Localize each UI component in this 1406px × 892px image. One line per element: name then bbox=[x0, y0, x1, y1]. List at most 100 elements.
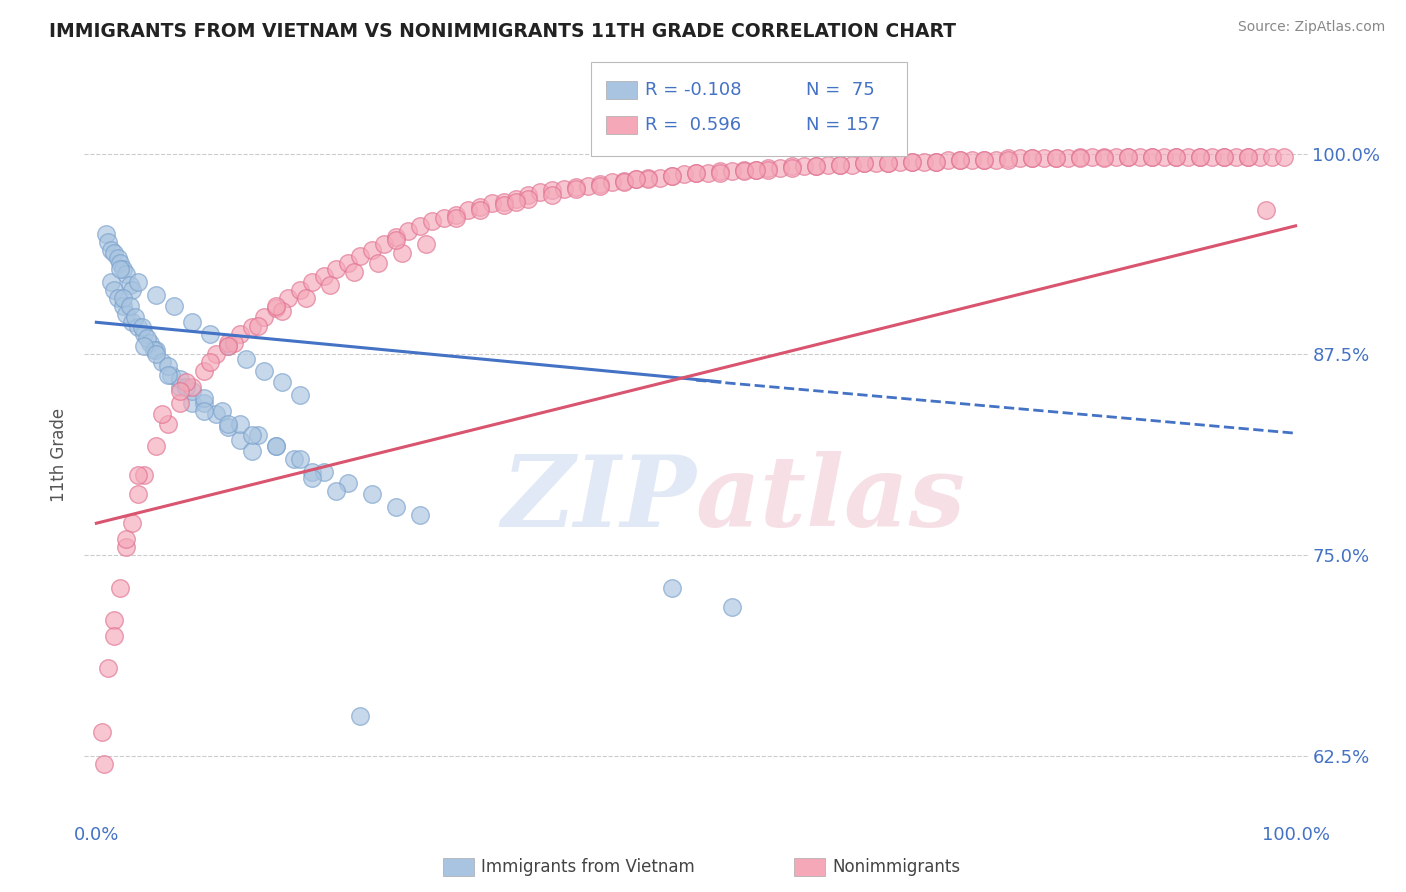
Point bbox=[1021, 151, 1043, 165]
Point bbox=[721, 164, 744, 178]
Point bbox=[145, 288, 167, 302]
Point bbox=[433, 211, 456, 225]
Point bbox=[468, 202, 491, 217]
Point bbox=[1188, 150, 1211, 164]
Point bbox=[205, 407, 228, 421]
Point bbox=[613, 176, 636, 190]
Point bbox=[100, 243, 122, 257]
Point bbox=[1254, 202, 1277, 217]
Point bbox=[600, 176, 623, 190]
Point bbox=[124, 310, 146, 325]
Point bbox=[565, 182, 588, 196]
Point bbox=[325, 262, 347, 277]
Y-axis label: 11th Grade: 11th Grade bbox=[51, 408, 69, 502]
Point bbox=[349, 709, 371, 723]
Point bbox=[1225, 150, 1247, 164]
Text: IMMIGRANTS FROM VIETNAM VS NONIMMIGRANTS 11TH GRADE CORRELATION CHART: IMMIGRANTS FROM VIETNAM VS NONIMMIGRANTS… bbox=[49, 22, 956, 41]
Point bbox=[103, 246, 125, 260]
Point bbox=[264, 299, 287, 313]
Point bbox=[457, 202, 479, 217]
Point bbox=[780, 161, 803, 175]
Point bbox=[319, 278, 342, 293]
Point bbox=[235, 352, 257, 367]
Point bbox=[150, 355, 173, 369]
Point bbox=[852, 156, 875, 170]
Point bbox=[118, 299, 141, 313]
Point bbox=[139, 336, 162, 351]
Point bbox=[283, 452, 305, 467]
Point bbox=[685, 166, 707, 180]
Point bbox=[111, 291, 134, 305]
Point bbox=[181, 379, 204, 393]
Point bbox=[494, 198, 516, 212]
Point bbox=[134, 326, 156, 341]
Point bbox=[110, 581, 132, 595]
Point bbox=[589, 178, 612, 193]
Point bbox=[769, 161, 792, 175]
Point bbox=[984, 153, 1007, 167]
Point bbox=[134, 339, 156, 353]
Point bbox=[876, 156, 898, 170]
Point bbox=[169, 371, 191, 385]
Point bbox=[277, 291, 299, 305]
Point bbox=[745, 162, 768, 177]
Point bbox=[565, 180, 588, 194]
Point bbox=[624, 172, 647, 186]
Point bbox=[589, 177, 612, 191]
Point bbox=[290, 452, 312, 467]
Point bbox=[103, 613, 125, 627]
Point bbox=[901, 154, 924, 169]
Text: N =  75: N = 75 bbox=[806, 81, 875, 99]
Point bbox=[121, 315, 143, 329]
Point bbox=[121, 283, 143, 297]
Point bbox=[912, 154, 935, 169]
Point bbox=[100, 275, 122, 289]
Point bbox=[1140, 150, 1163, 164]
Point bbox=[1236, 150, 1258, 164]
Point bbox=[576, 178, 599, 193]
Point bbox=[697, 166, 720, 180]
Point bbox=[889, 154, 911, 169]
Point bbox=[1164, 150, 1187, 164]
Point bbox=[901, 154, 924, 169]
Point bbox=[949, 153, 972, 167]
Text: Immigrants from Vietnam: Immigrants from Vietnam bbox=[481, 858, 695, 876]
Point bbox=[150, 407, 173, 421]
Point bbox=[1249, 150, 1271, 164]
Point bbox=[200, 355, 222, 369]
Point bbox=[264, 439, 287, 453]
Point bbox=[1069, 151, 1091, 165]
Point bbox=[211, 403, 233, 417]
Point bbox=[780, 160, 803, 174]
Point bbox=[169, 395, 191, 409]
Point bbox=[314, 268, 336, 283]
Point bbox=[613, 174, 636, 188]
Point bbox=[733, 164, 755, 178]
Point bbox=[936, 153, 959, 167]
Text: atlas: atlas bbox=[696, 450, 966, 547]
Point bbox=[661, 169, 683, 183]
Point bbox=[709, 166, 731, 180]
Point bbox=[110, 256, 132, 270]
Point bbox=[253, 310, 276, 325]
Point bbox=[163, 299, 186, 313]
Point bbox=[127, 468, 149, 483]
Point bbox=[517, 192, 540, 206]
Point bbox=[337, 476, 360, 491]
Point bbox=[159, 368, 181, 383]
Point bbox=[385, 230, 408, 244]
Point bbox=[1021, 151, 1043, 165]
Point bbox=[271, 304, 294, 318]
Point bbox=[391, 246, 413, 260]
Point bbox=[193, 395, 215, 409]
Point bbox=[97, 235, 120, 249]
Point bbox=[949, 153, 972, 167]
Point bbox=[127, 275, 149, 289]
Point bbox=[127, 320, 149, 334]
Point bbox=[361, 487, 384, 501]
Point bbox=[93, 757, 115, 772]
Point bbox=[145, 347, 167, 361]
Point bbox=[685, 166, 707, 180]
Point bbox=[157, 368, 180, 383]
Point bbox=[648, 170, 671, 185]
